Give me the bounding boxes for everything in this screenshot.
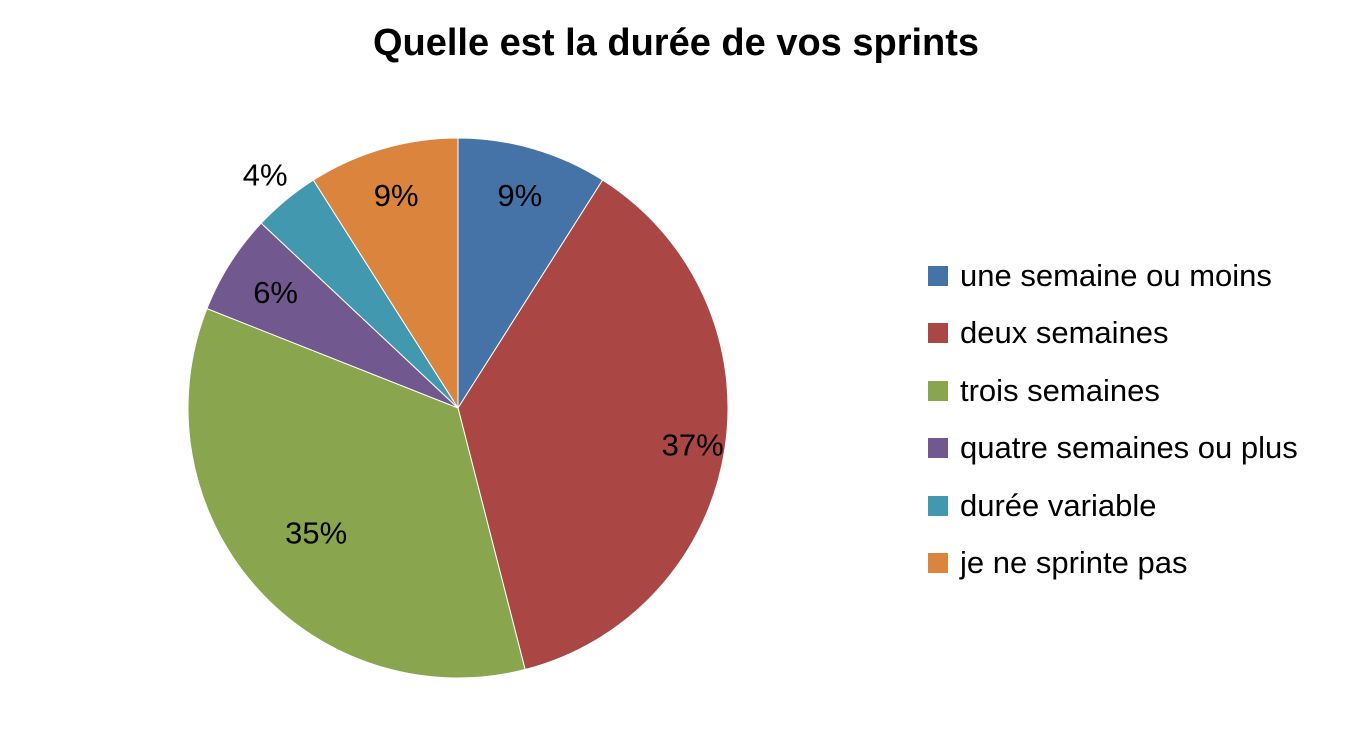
legend-item: durée variable — [928, 477, 1298, 535]
data-label: 9% — [374, 178, 419, 213]
legend-label: durée variable — [960, 487, 1157, 523]
legend: une semaine ou moins deux semaines trois s… — [928, 247, 1298, 592]
pie-slice — [457, 179, 729, 671]
legend-swatch — [928, 380, 948, 401]
data-label: 9% — [497, 178, 542, 213]
pie-slice — [312, 137, 459, 410]
legend-item: quatre semaines ou plus — [928, 420, 1298, 478]
legend-item: je ne sprinte pas — [928, 535, 1298, 593]
legend-swatch — [928, 438, 948, 459]
legend-label: une semaine ou moins — [960, 257, 1272, 293]
chart-title: Quelle est la durée de vos sprints — [372, 22, 980, 64]
legend-label: je ne sprinte pas — [960, 545, 1188, 581]
data-label: 37% — [662, 428, 724, 463]
legend-item: une semaine ou moins — [928, 247, 1298, 305]
data-label: 35% — [285, 516, 347, 551]
legend-label: trois semaines — [960, 372, 1160, 408]
legend-label: deux semaines — [960, 315, 1169, 351]
legend-item: deux semaines — [928, 305, 1298, 363]
legend-swatch — [928, 553, 948, 574]
data-label: 6% — [253, 275, 298, 310]
pie-slice — [187, 307, 526, 679]
legend-label: quatre semaines ou plus — [960, 430, 1298, 466]
legend-item: trois semaines — [928, 362, 1298, 420]
pie-slice — [457, 137, 604, 410]
data-label: 4% — [243, 158, 288, 193]
legend-swatch — [928, 265, 948, 286]
legend-swatch — [928, 323, 948, 344]
legend-swatch — [928, 495, 948, 516]
